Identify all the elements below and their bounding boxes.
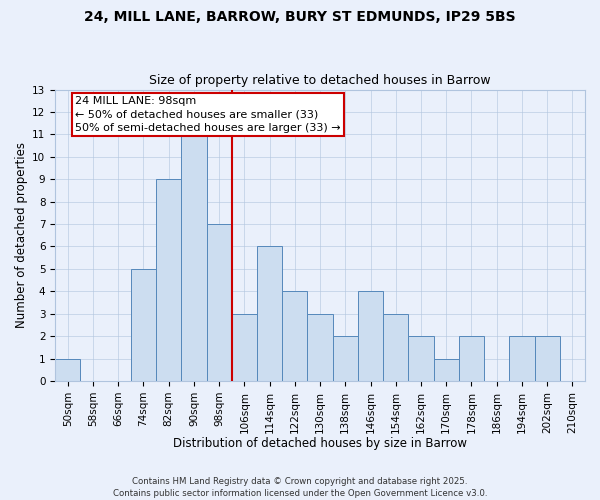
Bar [257, 246, 282, 381]
Bar [358, 292, 383, 381]
Text: 24, MILL LANE, BARROW, BURY ST EDMUNDS, IP29 5BS: 24, MILL LANE, BARROW, BURY ST EDMUNDS, … [84, 10, 516, 24]
Bar [509, 336, 535, 381]
Bar [459, 336, 484, 381]
Title: Size of property relative to detached houses in Barrow: Size of property relative to detached ho… [149, 74, 491, 87]
Bar [434, 358, 459, 381]
Bar [156, 179, 181, 381]
Bar [55, 358, 80, 381]
Y-axis label: Number of detached properties: Number of detached properties [15, 142, 28, 328]
Text: 24 MILL LANE: 98sqm
← 50% of detached houses are smaller (33)
50% of semi-detach: 24 MILL LANE: 98sqm ← 50% of detached ho… [76, 96, 341, 132]
Bar [232, 314, 257, 381]
Bar [383, 314, 409, 381]
Bar [535, 336, 560, 381]
Bar [282, 292, 307, 381]
Bar [307, 314, 332, 381]
X-axis label: Distribution of detached houses by size in Barrow: Distribution of detached houses by size … [173, 437, 467, 450]
Bar [206, 224, 232, 381]
Bar [131, 269, 156, 381]
Bar [332, 336, 358, 381]
Bar [181, 134, 206, 381]
Text: Contains HM Land Registry data © Crown copyright and database right 2025.
Contai: Contains HM Land Registry data © Crown c… [113, 476, 487, 498]
Bar [409, 336, 434, 381]
